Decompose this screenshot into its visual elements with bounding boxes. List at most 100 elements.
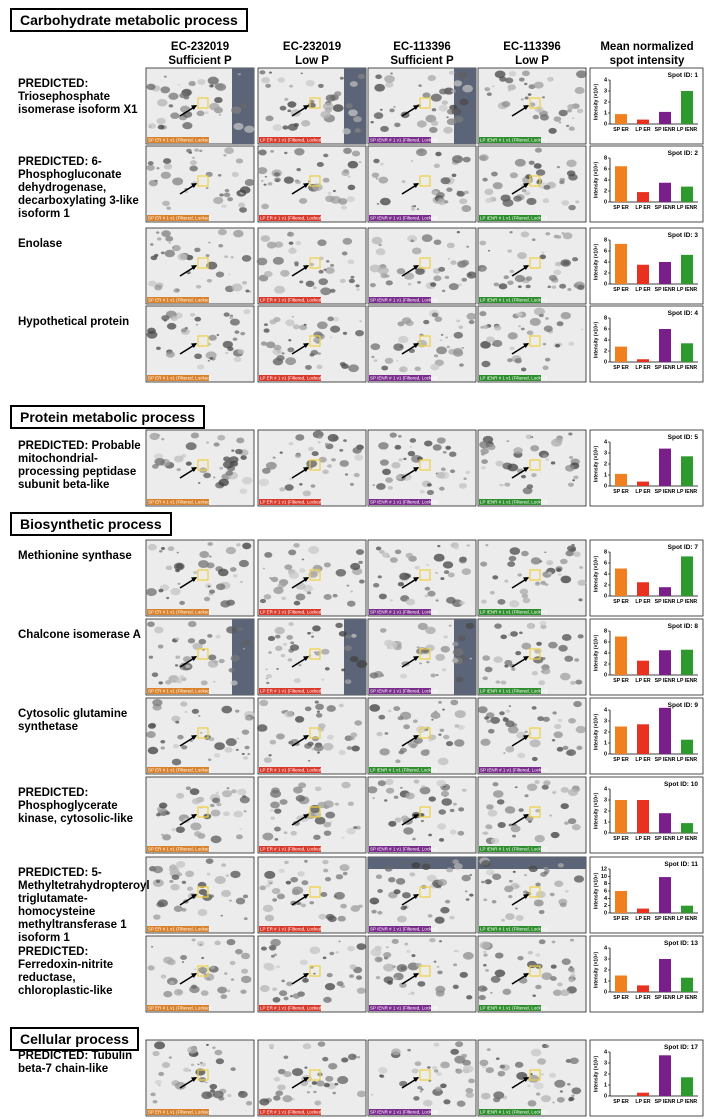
gel-spot (575, 679, 583, 685)
gel-spot (574, 86, 585, 95)
gel-spot (423, 319, 430, 325)
section-title: Carbohydrate metabolic process (10, 8, 248, 32)
gel-spot (300, 72, 303, 75)
gel-spot (454, 724, 460, 728)
gel-spot (548, 274, 558, 281)
header-line: EC-232019 (282, 41, 342, 53)
gel-spot (372, 797, 375, 799)
gel-spot (150, 1092, 156, 1097)
gel-spot (295, 434, 305, 441)
gel-spot (512, 870, 516, 873)
gel-spot (261, 77, 271, 84)
gel-spot (158, 802, 168, 809)
gel-spot (350, 905, 360, 912)
y-axis-label: Intensity (×10⁴) (593, 446, 599, 483)
gel-spot (526, 623, 534, 629)
gel-spot (273, 172, 281, 177)
gel-spot (168, 1056, 172, 1059)
gel-spot (310, 966, 314, 969)
gel-spot (537, 1058, 547, 1065)
gel-spot (542, 198, 550, 204)
gel-spot (373, 158, 380, 164)
gel-spot (385, 787, 395, 794)
gel-spot (180, 955, 188, 960)
gel-spot (273, 586, 284, 595)
gel-spot (395, 878, 406, 885)
gel-spot (490, 991, 493, 994)
gel-spot (288, 571, 299, 579)
gel-spot (480, 267, 487, 272)
arrow-head (191, 973, 197, 978)
gel-spot (198, 638, 207, 645)
gel-spot (461, 874, 471, 882)
gel-spot (568, 126, 575, 131)
gel-spot (318, 456, 327, 463)
gel-spot (561, 958, 571, 965)
gel-spot (199, 149, 203, 152)
gel-spot (518, 77, 525, 82)
gel-spot (322, 177, 330, 183)
gel-background (145, 856, 255, 934)
gel-spot (385, 946, 389, 949)
gel-image: LP ER # 1 v1 (Filtered, Locked) (256, 697, 367, 775)
gel-spot (431, 312, 439, 318)
gel-spot (490, 872, 494, 875)
gel-spot (403, 827, 414, 835)
gel-spot (394, 549, 402, 555)
header-line: EC-113396 (393, 41, 451, 53)
gel-spot (480, 448, 489, 455)
gel-spot (199, 1061, 203, 1064)
gel-spot (276, 893, 285, 900)
y-tick-label: 4 (604, 1049, 608, 1055)
header-line: Low P (515, 55, 549, 67)
gel-spot (465, 1092, 474, 1098)
gel-background (477, 697, 587, 775)
gel-spot (165, 351, 175, 358)
gel-spot (323, 268, 327, 271)
arrow-head (413, 656, 419, 661)
arrow-head (413, 735, 419, 740)
bar (681, 91, 693, 124)
x-tick-label: LP ER (635, 287, 650, 293)
y-tick-label: 1 (604, 740, 607, 746)
gel-spot (334, 802, 340, 806)
y-axis-label: Intensity (×10⁴) (593, 952, 599, 989)
gel-spot (235, 448, 243, 455)
gel-spot (397, 581, 405, 587)
x-tick-label: SP ER (613, 1099, 629, 1105)
gel-spot (351, 633, 357, 638)
gel-spot (243, 917, 248, 921)
arrow-head (303, 577, 309, 582)
gel-spot (306, 459, 318, 468)
gel-spot (208, 334, 217, 341)
gel-spot (215, 271, 225, 278)
gel-spot (306, 1091, 311, 1094)
gel-spot (437, 970, 443, 975)
gel-spot (504, 482, 511, 487)
gel-spot (535, 581, 540, 585)
gel-spot (291, 1068, 304, 1077)
gel-spot (379, 459, 389, 466)
gel-spot (395, 759, 401, 764)
gel-spot (220, 914, 223, 917)
gel-spot (417, 622, 428, 631)
gel-spot (187, 638, 196, 644)
gel-spot (300, 903, 307, 908)
y-axis-label: Intensity (×10⁴) (593, 322, 599, 359)
gel-spot (448, 283, 459, 291)
gel-image: SP IENR # 1 v1 (Filtered, Locked) (367, 856, 477, 934)
y-tick-label: 4 (604, 337, 608, 343)
gel-spot (391, 938, 399, 944)
gel-spot (275, 965, 281, 969)
gel-spot (383, 963, 395, 972)
gel-spot (197, 482, 201, 484)
gel-spot (168, 241, 172, 244)
spot-box (197, 335, 209, 347)
gel-spot (218, 658, 225, 664)
gel-spot (452, 984, 459, 990)
gel-label: SP ER # 1 v1 (Filtered, Locked) (148, 138, 212, 143)
gel-spot (270, 801, 280, 809)
gel-spot (194, 247, 201, 253)
gel-spot (203, 472, 211, 479)
gel-spot (465, 1087, 474, 1094)
